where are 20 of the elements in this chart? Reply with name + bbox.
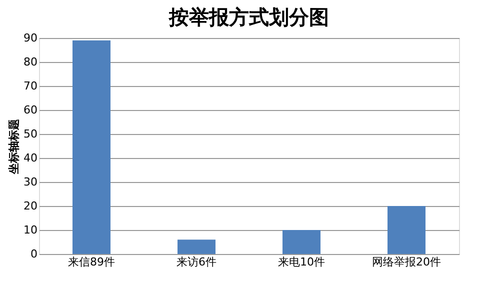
bar [72, 40, 110, 254]
y-axis-title: 坐标轴标题 [8, 119, 21, 175]
y-tick-label: 20 [24, 200, 38, 212]
x-tick-label: 网络举报20件 [372, 256, 441, 268]
y-tick-label: 40 [24, 152, 38, 164]
y-tick-label: 50 [24, 128, 38, 140]
y-tick-label: 90 [24, 32, 38, 44]
bar [388, 206, 426, 254]
x-tick-label: 来访6件 [176, 256, 216, 268]
y-tick-label: 0 [30, 248, 38, 260]
bar [178, 240, 216, 254]
y-tick-label: 80 [24, 56, 38, 68]
y-tick-label: 30 [24, 176, 38, 188]
bar [282, 230, 320, 254]
x-tick-label: 来电10件 [278, 256, 325, 268]
y-tick-label: 70 [24, 80, 38, 92]
y-tick-label: 10 [24, 224, 38, 236]
x-tick-label: 来信89件 [68, 256, 115, 268]
y-tick-label: 60 [24, 104, 38, 116]
chart-title: 按举报方式划分图 [168, 5, 329, 29]
